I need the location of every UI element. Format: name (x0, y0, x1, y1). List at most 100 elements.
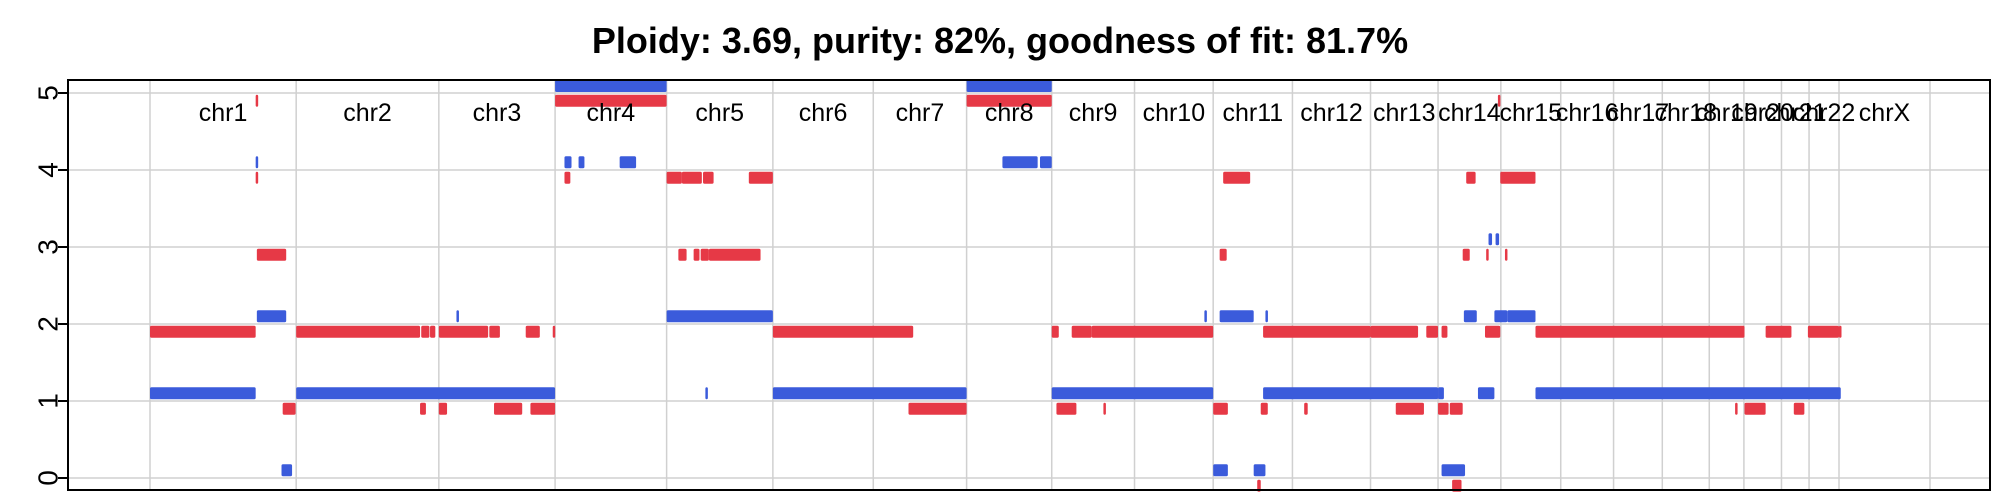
major-segment (1260, 402, 1268, 415)
major-segment (1071, 325, 1092, 338)
chart-title: Ploidy: 3.69, purity: 82%, goodness of f… (591, 20, 1409, 61)
chromosome-label: chr18 (1655, 99, 1718, 127)
minor-segment (564, 156, 572, 169)
chromosome-label: chr1 (199, 99, 248, 127)
major-segment (1535, 325, 1745, 338)
minor-segment (666, 310, 773, 323)
minor-segment (256, 310, 287, 323)
major-segment (666, 171, 682, 184)
major-segment (1103, 402, 1106, 415)
major-segment (1449, 402, 1463, 415)
major-segment (748, 171, 773, 184)
major-segment (1744, 402, 1766, 415)
major-segment (1462, 248, 1470, 261)
chromosome-label: chr15 (1500, 99, 1563, 127)
minor-segment (1495, 233, 1500, 246)
major-segment (256, 248, 287, 261)
major-segment (1051, 325, 1059, 338)
minor-segment (966, 80, 1052, 92)
plot-frame (67, 79, 1991, 491)
chromosome-label: chr8 (985, 99, 1034, 127)
major-segment (1370, 325, 1419, 338)
minor-segment (772, 387, 967, 400)
major-segment (1213, 402, 1228, 415)
y-tick-label: 4 (33, 162, 64, 178)
major-segment (564, 171, 571, 184)
minor-segment (705, 387, 708, 400)
major-segment (908, 402, 967, 415)
major-segment (708, 248, 761, 261)
major-segment (1441, 325, 1448, 338)
major-segment (494, 402, 523, 415)
minor-segment (578, 156, 585, 169)
major-segment (703, 171, 714, 184)
major-segment (555, 94, 667, 107)
chromosome-label: chr10 (1143, 99, 1206, 127)
chromosome-label: chr12 (1300, 99, 1363, 127)
chromosome-label: chr7 (896, 99, 945, 127)
minor-segment (1213, 464, 1228, 477)
major-segment (296, 325, 421, 338)
major-segment (150, 325, 256, 338)
minor-segment (1040, 156, 1052, 169)
chromosome-labels: chr1 chr2 chr3 chr4 chr5 chr6 chr7 chr8 chr9 chr1… (199, 99, 1911, 127)
major-segment (681, 171, 702, 184)
minor-segment (1441, 464, 1466, 477)
major-segment (1486, 248, 1489, 261)
major-segment (1056, 402, 1077, 415)
y-axis: 0 1 2 3 4 5 (33, 85, 68, 486)
chromosome-label: chr21 (1764, 99, 1827, 127)
minor-segment (1204, 310, 1207, 323)
minor-segment (1507, 310, 1536, 323)
major-segment (282, 402, 296, 415)
major-segment (700, 248, 709, 261)
major-segment (1735, 402, 1738, 415)
minor-segment (1051, 387, 1214, 400)
minor-segment (1494, 310, 1508, 323)
plot-grid (68, 80, 1990, 490)
major-segment (1504, 248, 1508, 261)
minor-segment (150, 387, 256, 400)
minor-segment (1535, 387, 1841, 400)
minor-segment (281, 464, 293, 477)
chromosome-label: chr4 (587, 99, 636, 127)
major-segment (1395, 402, 1424, 415)
major-segment (1219, 248, 1227, 261)
major-segment (255, 171, 259, 184)
chromosome-label: chr14 (1438, 99, 1501, 127)
minor-segment (1002, 156, 1038, 169)
major-segment (1452, 479, 1462, 492)
major-segment (772, 325, 914, 338)
minor-segment (1463, 310, 1477, 323)
major-segment (1497, 94, 1501, 107)
major-segment (552, 325, 556, 338)
minor-segment (1263, 387, 1439, 400)
chromosome-label: chr9 (1069, 99, 1118, 127)
major-segment (1765, 325, 1792, 338)
major-segment (438, 325, 489, 338)
major-segment (1091, 325, 1214, 338)
minor-segment (555, 80, 667, 92)
major-segment (1438, 402, 1449, 415)
minor-segment (1438, 387, 1444, 400)
y-tick-label: 5 (33, 85, 64, 101)
chromosome-label: chrX (1859, 99, 1911, 127)
major-segment (525, 325, 540, 338)
chromosome-label: chr11 (1222, 99, 1283, 127)
minor-segment (1253, 464, 1266, 477)
major-segment (678, 248, 687, 261)
chromosome-label: chr5 (695, 99, 744, 127)
y-tick-label: 2 (33, 316, 64, 332)
minor-segment (1477, 387, 1495, 400)
major-segment (1485, 325, 1501, 338)
minor-segment (1488, 233, 1493, 246)
major-segment (1263, 325, 1371, 338)
major-segment (420, 402, 426, 415)
major-segment (1807, 325, 1840, 338)
chromosome-label: chr13 (1373, 99, 1436, 127)
major-segment (421, 325, 430, 338)
chromosome-label: chr16 (1556, 99, 1619, 127)
minor-segment (1219, 310, 1254, 323)
minor-segment (296, 387, 556, 400)
